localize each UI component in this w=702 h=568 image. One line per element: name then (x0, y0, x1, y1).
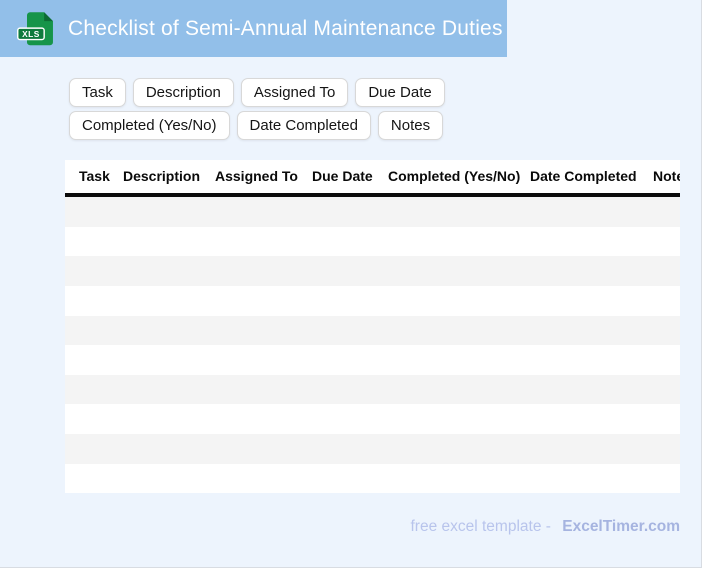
table-row (65, 256, 680, 286)
chip-description[interactable]: Description (132, 78, 234, 107)
chip-due-date[interactable]: Due Date (355, 78, 445, 107)
chip-assigned-to[interactable]: Assigned To (240, 78, 349, 107)
chip-task[interactable]: Task (69, 78, 126, 107)
column-header-due-date: Due Date (312, 168, 373, 184)
table-row (65, 434, 680, 464)
xls-badge-label: XLS (22, 28, 40, 38)
xls-badge (17, 26, 45, 40)
page-title: Checklist of Semi-Annual Maintenance Dut… (68, 16, 503, 40)
title-banner: XLS Checklist of Semi-Annual Maintenance… (0, 0, 507, 57)
chip-date-completed[interactable]: Date Completed (236, 111, 371, 140)
column-header-task: Task (79, 168, 110, 184)
table-header-row: Task Description Assigned To Due Date Co… (65, 160, 680, 193)
header-divider (65, 193, 680, 197)
column-header-assigned-to: Assigned To (215, 168, 298, 184)
folded-corner (44, 11, 53, 21)
column-header-description: Description (123, 168, 201, 184)
keyword-chips: Task Description Assigned To Due Date Co… (69, 78, 609, 140)
column-header-notes: Notes (653, 168, 680, 184)
table-row (65, 463, 680, 494)
footer-tagline: free excel template - (410, 518, 551, 535)
table-row (65, 315, 680, 346)
template-preview-table: Task Description Assigned To Due Date Co… (65, 160, 680, 494)
column-header-completed: Completed (Yes/No) (388, 168, 521, 184)
table-row (65, 404, 680, 435)
table-row (65, 197, 680, 227)
xls-file-icon: XLS (17, 11, 53, 45)
table-row (65, 285, 680, 316)
chip-notes[interactable]: Notes (377, 111, 444, 140)
table-row (65, 226, 680, 257)
table-row (65, 374, 680, 405)
table-row (65, 345, 680, 375)
column-header-date-completed: Date Completed (530, 168, 637, 184)
chip-completed[interactable]: Completed (Yes/No) (69, 111, 230, 140)
footer: free excel template - ExcelTimer.com (410, 518, 680, 536)
footer-brand-link[interactable]: ExcelTimer.com (562, 518, 680, 535)
